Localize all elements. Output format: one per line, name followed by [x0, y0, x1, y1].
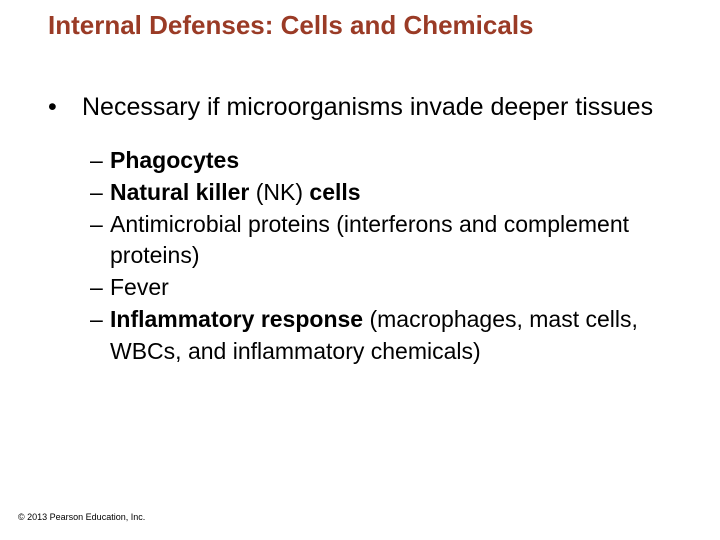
slide: Internal Defenses: Cells and Chemicals •… [0, 0, 720, 540]
dash-marker: – [90, 209, 110, 272]
bullet-marker: • [48, 92, 82, 123]
copyright-text: © 2013 Pearson Education, Inc. [18, 512, 145, 522]
subpoint-text: Natural killer (NK) cells [110, 177, 672, 209]
bullet-level2: –Inflammatory response (macrophages, mas… [90, 304, 672, 367]
subpoints-container: –Phagocytes–Natural killer (NK) cells–An… [90, 145, 672, 367]
dash-marker: – [90, 145, 110, 177]
subpoint-text: Fever [110, 272, 672, 304]
bullet-level2: –Phagocytes [90, 145, 672, 177]
subpoint-text: Antimicrobial proteins (interferons and … [110, 209, 672, 272]
dash-marker: – [90, 272, 110, 304]
slide-body: • Necessary if microorganisms invade dee… [48, 92, 672, 367]
dash-marker: – [90, 304, 110, 367]
bullet-level2: –Antimicrobial proteins (interferons and… [90, 209, 672, 272]
subpoint-text: Inflammatory response (macrophages, mast… [110, 304, 672, 367]
bullet-text: Necessary if microorganisms invade deepe… [82, 92, 672, 123]
dash-marker: – [90, 177, 110, 209]
bullet-level1: • Necessary if microorganisms invade dee… [48, 92, 672, 123]
bullet-level2: –Natural killer (NK) cells [90, 177, 672, 209]
slide-title: Internal Defenses: Cells and Chemicals [48, 10, 534, 41]
bullet-level2: –Fever [90, 272, 672, 304]
subpoint-text: Phagocytes [110, 145, 672, 177]
